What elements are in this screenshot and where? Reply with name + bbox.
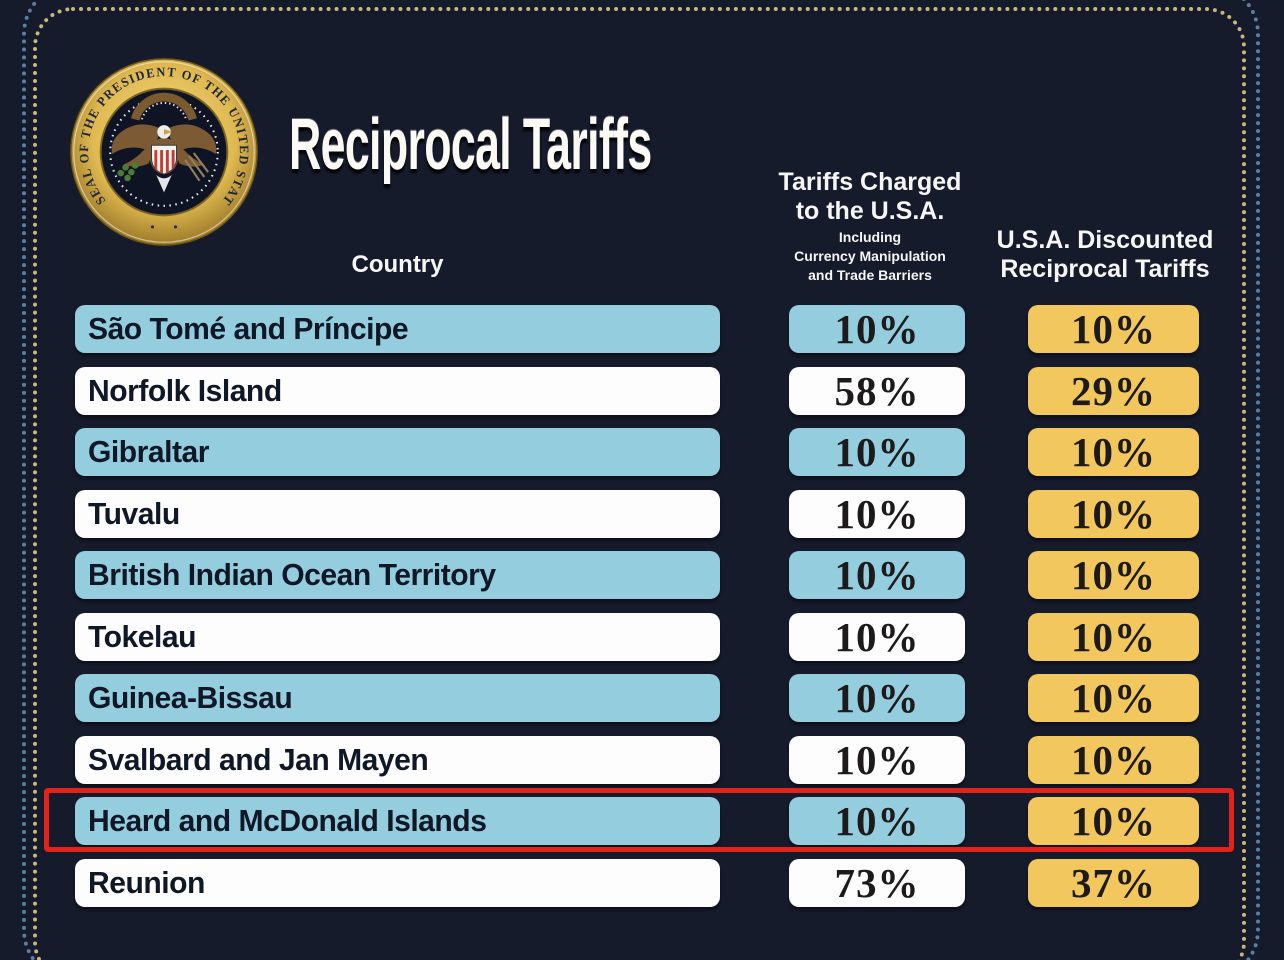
country-cell: Tuvalu	[75, 490, 720, 538]
charged-tariff-value: 10%	[834, 737, 920, 783]
discounted-tariff-value: 10%	[1071, 552, 1156, 598]
discounted-tariff-cell: 29%	[1028, 367, 1199, 415]
country-label: São Tomé and Príncipe	[88, 311, 409, 346]
country-label: Tuvalu	[88, 496, 180, 531]
discounted-tariff-cell: 10%	[1028, 613, 1199, 661]
charged-tariff-cell: 10%	[789, 490, 965, 538]
discounted-tariff-value: 10%	[1071, 491, 1156, 537]
table-row: Gibraltar 10% 10%	[0, 428, 1284, 476]
table-row: Reunion 73% 37%	[0, 859, 1284, 907]
column-header-tariffs-charged: Tariffs Charged to the U.S.A. Including …	[735, 168, 1005, 285]
charged-tariff-cell: 10%	[789, 428, 965, 476]
country-label: British Indian Ocean Territory	[88, 557, 496, 592]
country-label: Guinea-Bissau	[88, 680, 293, 715]
discounted-tariff-cell: 10%	[1028, 490, 1199, 538]
discounted-tariff-cell: 10%	[1028, 736, 1199, 784]
country-label: Gibraltar	[88, 434, 209, 469]
country-cell: Gibraltar	[75, 428, 720, 476]
charged-tariff-cell: 10%	[789, 305, 965, 353]
charged-tariff-cell: 10%	[789, 797, 965, 845]
charged-tariff-cell: 73%	[789, 859, 965, 907]
charged-header-line2: to the U.S.A.	[795, 197, 945, 225]
charged-tariff-cell: 10%	[789, 674, 965, 722]
country-cell: Heard and McDonald Islands	[75, 797, 720, 845]
column-header-discounted-tariffs: U.S.A. Discounted Reciprocal Tariffs	[980, 226, 1230, 284]
charged-tariff-value: 58%	[834, 368, 920, 414]
column-header-country: Country	[351, 251, 444, 278]
country-cell: British Indian Ocean Territory	[75, 551, 720, 599]
country-cell: Reunion	[75, 859, 720, 907]
discounted-tariff-value: 10%	[1071, 429, 1156, 475]
discounted-tariff-cell: 37%	[1028, 859, 1199, 907]
charged-tariff-cell: 10%	[789, 736, 965, 784]
discounted-tariff-value: 10%	[1071, 306, 1156, 352]
table-row: Svalbard and Jan Mayen 10% 10%	[0, 736, 1284, 784]
discounted-tariff-cell: 10%	[1028, 428, 1199, 476]
charged-tariff-value: 10%	[834, 614, 920, 660]
discounted-tariff-cell: 10%	[1028, 551, 1199, 599]
table-row: British Indian Ocean Territory 10% 10%	[0, 551, 1284, 599]
discounted-tariff-value: 10%	[1071, 614, 1156, 660]
table-row: São Tomé and Príncipe 10% 10%	[0, 305, 1284, 353]
charged-tariff-cell: 10%	[789, 613, 965, 661]
discounted-header-line1: U.S.A. Discounted	[996, 226, 1214, 254]
discounted-tariff-value: 10%	[1071, 798, 1156, 844]
country-label: Tokelau	[88, 619, 197, 654]
charged-tariff-value: 10%	[834, 552, 920, 598]
country-cell: Norfolk Island	[75, 367, 720, 415]
charged-tariff-value: 10%	[834, 429, 920, 475]
charged-header-line1: Tariffs Charged	[778, 168, 962, 196]
table-row: Tokelau 10% 10%	[0, 613, 1284, 661]
discounted-tariff-value: 37%	[1071, 860, 1156, 906]
discounted-tariff-cell: 10%	[1028, 674, 1199, 722]
country-label: Reunion	[88, 865, 205, 900]
charged-tariff-cell: 58%	[789, 367, 965, 415]
country-cell: São Tomé and Príncipe	[75, 305, 720, 353]
table-row: Guinea-Bissau 10% 10%	[0, 674, 1284, 722]
country-label: Norfolk Island	[88, 373, 282, 408]
table-row: Heard and McDonald Islands 10% 10%	[0, 797, 1284, 845]
discounted-tariff-cell: 10%	[1028, 305, 1199, 353]
presidential-seal-icon: SEAL OF THE PRESIDENT OF THE UNITED STAT…	[68, 56, 258, 246]
discounted-tariff-value: 10%	[1071, 737, 1156, 783]
country-label: Heard and McDonald Islands	[88, 803, 487, 838]
charged-tariff-value: 73%	[834, 860, 920, 906]
charged-tariff-cell: 10%	[789, 551, 965, 599]
discounted-header-line2: Reciprocal Tariffs	[1000, 255, 1210, 283]
discounted-tariff-cell: 10%	[1028, 797, 1199, 845]
charged-subheader-line3: and Trade Barriers	[808, 267, 932, 283]
discounted-tariff-value: 29%	[1071, 368, 1156, 414]
country-cell: Svalbard and Jan Mayen	[75, 736, 720, 784]
country-label: Svalbard and Jan Mayen	[88, 742, 429, 777]
charged-tariff-value: 10%	[834, 306, 920, 352]
charged-subheader-line2: Currency Manipulation	[794, 248, 946, 264]
charged-tariff-value: 10%	[834, 675, 920, 721]
table-row: Tuvalu 10% 10%	[0, 490, 1284, 538]
page-title: Reciprocal Tariffs	[289, 105, 652, 185]
charged-tariff-value: 10%	[834, 491, 920, 537]
charged-tariff-value: 10%	[834, 798, 920, 844]
country-cell: Tokelau	[75, 613, 720, 661]
charged-subheader-line1: Including	[838, 229, 902, 245]
table-row: Norfolk Island 58% 29%	[0, 367, 1284, 415]
country-cell: Guinea-Bissau	[75, 674, 720, 722]
discounted-tariff-value: 10%	[1071, 675, 1156, 721]
